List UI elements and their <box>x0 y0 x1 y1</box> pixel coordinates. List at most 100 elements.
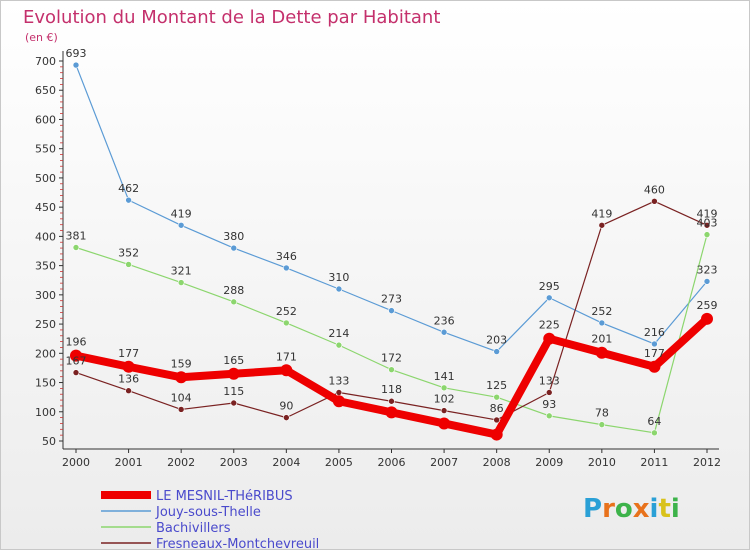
data-label: 104 <box>171 391 192 404</box>
data-label: 419 <box>591 207 612 220</box>
data-label: 133 <box>539 374 560 387</box>
data-point <box>125 261 132 268</box>
x-tick-label: 2007 <box>430 456 458 469</box>
data-point <box>651 198 658 205</box>
y-tick-label: 600 <box>35 113 56 126</box>
data-label: 225 <box>539 319 560 332</box>
data-point <box>283 319 290 327</box>
data-point <box>595 346 608 359</box>
data-label: 346 <box>276 250 297 263</box>
data-point <box>493 393 500 401</box>
data-label: 259 <box>697 299 718 312</box>
data-point <box>72 369 80 376</box>
y-tick-label: 500 <box>35 172 56 185</box>
logo-letter: i <box>671 494 680 524</box>
legend-label: LE MESNIL-THéRIBUS <box>156 489 293 504</box>
data-point <box>493 416 500 424</box>
unit-label: (en €) <box>25 31 58 44</box>
data-point <box>332 395 345 408</box>
data-label: 419 <box>697 207 718 220</box>
y-tick-label: 650 <box>35 84 56 97</box>
data-label: 141 <box>434 370 455 383</box>
data-point <box>651 340 658 348</box>
data-point <box>438 417 451 430</box>
data-label: 125 <box>486 379 507 392</box>
data-point <box>280 364 293 377</box>
data-label: 403 <box>697 217 718 230</box>
data-point <box>70 349 82 362</box>
data-point <box>72 61 80 69</box>
x-tick-label: 2004 <box>272 456 300 469</box>
data-label: 172 <box>381 352 402 365</box>
data-label: 196 <box>66 336 87 349</box>
data-label: 115 <box>223 385 244 398</box>
legend: LE MESNIL-THéRIBUSJouy-sous-ThelleBachiv… <box>101 489 319 549</box>
data-label: 252 <box>591 305 612 318</box>
x-tick-label: 2001 <box>115 456 143 469</box>
data-point <box>177 279 185 286</box>
data-label: 381 <box>66 229 87 242</box>
data-point <box>598 221 606 229</box>
data-label: 693 <box>66 47 87 60</box>
x-tick-label: 2008 <box>483 456 511 469</box>
x-tick-label: 2010 <box>588 456 616 469</box>
data-labels: 693 462 419 380 346 310 273 236 203 295 252 216 323 3… <box>66 47 718 428</box>
data-label: 203 <box>486 334 507 347</box>
y-tick-label: 300 <box>35 289 56 302</box>
y-tick-label: 350 <box>35 260 56 273</box>
data-label: 273 <box>381 293 402 306</box>
data-label: 462 <box>118 182 139 195</box>
data-label: 165 <box>223 354 244 367</box>
y-tick-label: 100 <box>35 406 56 419</box>
data-point <box>388 307 395 314</box>
data-point <box>388 397 395 405</box>
data-label: 64 <box>647 415 661 428</box>
logo-letter: x <box>633 494 650 524</box>
data-label: 167 <box>66 355 87 368</box>
data-label: 288 <box>223 284 244 297</box>
data-label: 295 <box>539 280 560 293</box>
data-point <box>335 285 343 293</box>
y-tick-label: 250 <box>35 318 56 331</box>
data-point <box>230 244 238 252</box>
data-label: 90 <box>279 400 293 413</box>
data-point <box>648 360 661 373</box>
data-point <box>385 406 398 419</box>
data-label: 133 <box>328 374 349 387</box>
data-label: 321 <box>171 265 192 278</box>
data-point <box>440 407 448 414</box>
data-point <box>703 278 711 285</box>
logo-letter: P <box>583 494 602 524</box>
data-point <box>545 389 553 396</box>
series-lines <box>72 64 711 439</box>
proxiti-logo: Proxiti <box>583 494 680 524</box>
data-point <box>703 221 711 229</box>
data-point <box>493 348 500 355</box>
legend-label: Bachivillers <box>156 521 231 536</box>
logo-letter: i <box>650 494 659 524</box>
data-point <box>125 387 132 395</box>
data-label: 323 <box>697 263 718 276</box>
data-point <box>651 429 658 437</box>
data-label: 419 <box>171 207 192 220</box>
data-point <box>543 332 556 345</box>
y-tick-label: 150 <box>35 377 56 390</box>
data-label: 177 <box>118 347 139 360</box>
data-point <box>177 406 185 413</box>
data-point <box>122 360 135 373</box>
logo-letter: r <box>602 494 615 524</box>
data-label: 86 <box>490 402 504 415</box>
data-label: 159 <box>171 357 192 370</box>
y-tick-label: 700 <box>35 55 56 68</box>
data-label: 352 <box>118 246 139 259</box>
x-tick-label: 2005 <box>325 456 353 469</box>
data-point <box>227 367 240 380</box>
data-label: 201 <box>591 333 612 346</box>
data-point <box>545 412 553 420</box>
x-tick-label: 2012 <box>693 456 721 469</box>
series-points <box>70 61 713 441</box>
logo-letter: o <box>615 494 633 524</box>
x-tick-label: 2009 <box>535 456 563 469</box>
